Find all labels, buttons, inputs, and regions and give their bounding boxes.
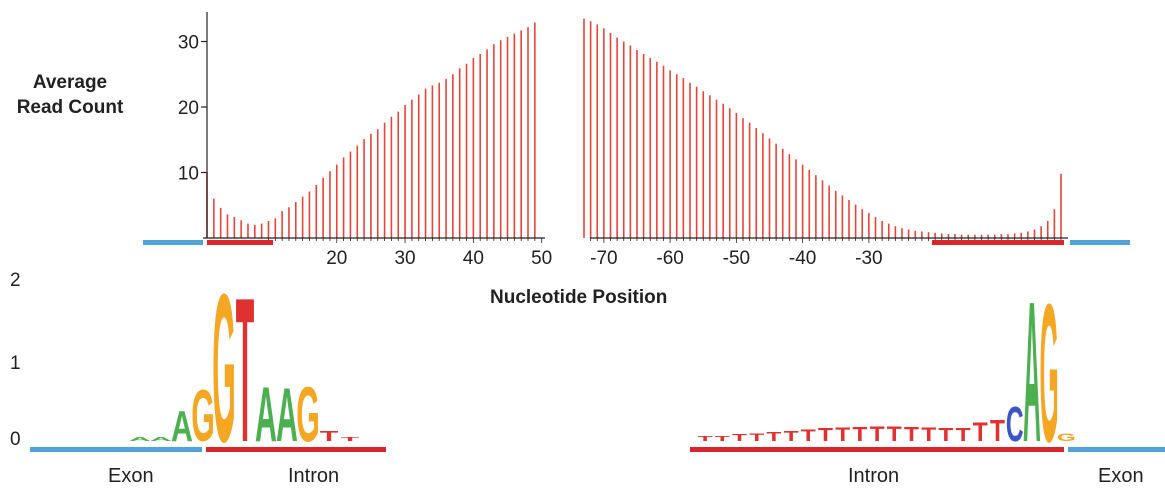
- logo-donor-letter-8: A: [276, 374, 298, 458]
- region-label-exon-left: Exon: [108, 465, 154, 487]
- logo-acceptor-letter-20: A: [1023, 261, 1041, 484]
- logo-acceptor-letter-22: G: [1057, 432, 1076, 444]
- logo-donor-letter-4: G: [191, 374, 215, 456]
- x-tick-label--40: -40: [789, 248, 816, 269]
- x-tick-label-20: 20: [326, 248, 347, 269]
- sequence-logo: A A AGG T A AG T T T T T T T T T T T T T T T T T T T T C AGG: [30, 249, 1165, 486]
- logo-exon-strip-left: [30, 447, 202, 452]
- logo-acceptor-letter-11: T: [870, 421, 885, 445]
- top-exon-strip-left: [143, 240, 203, 245]
- logo-acceptor-letter-8: T: [818, 424, 834, 445]
- logo-acceptor-letter-19: C: [1006, 398, 1024, 452]
- y-tick-label-30: 30: [178, 33, 199, 54]
- y-tick-label-20: 20: [178, 98, 199, 119]
- logo-acceptor-letter-9: T: [835, 423, 851, 445]
- logo-acceptor-letter-18: T: [990, 414, 1005, 448]
- logo-y-tick-0: 0: [10, 429, 21, 450]
- logo-acceptor-letter-13: T: [904, 422, 919, 446]
- x-tick-label-40: 40: [463, 248, 484, 269]
- logo-donor-letter-7: A: [255, 370, 277, 458]
- x-tick-label--60: -60: [656, 248, 683, 269]
- logo-acceptor-letter-15: T: [938, 424, 954, 445]
- region-label-intron-left: Intron: [288, 465, 340, 487]
- axes: 10 20 30 20 30 40 50 -70 -60 -50 -40 -30: [143, 12, 1130, 269]
- logo-acceptor-letter-7: T: [801, 427, 816, 445]
- logo-acceptor-letter-2: T: [715, 434, 730, 442]
- logo-donor-letter-1: A: [129, 436, 151, 442]
- logo-acceptor-letter-10: T: [852, 422, 867, 446]
- y-axis-title-line-1: Average: [32, 72, 108, 93]
- y-axis-title-line-2: Read Count: [16, 97, 124, 118]
- x-axis-title: Nucleotide Position: [490, 287, 668, 308]
- logo-acceptor-letter-6: T: [784, 428, 800, 444]
- y-axis-title: Average Read Count: [0, 70, 140, 120]
- x-tick-label--70: -70: [590, 248, 617, 269]
- region-label-exon-right: Exon: [1098, 465, 1144, 487]
- logo-intron-strip-left: [206, 447, 386, 452]
- logo-donor-letter-6: T: [236, 256, 255, 485]
- x-tick-label-30: 30: [394, 248, 415, 269]
- logo-donor-letter-5: G: [212, 249, 236, 486]
- logo-acceptor-letter-1: T: [698, 434, 713, 442]
- logo-donor-letter-10: T: [320, 428, 339, 445]
- region-label-intron-right: Intron: [848, 465, 900, 487]
- bar-series: [206, 18, 1062, 238]
- logo-y-tick-1: 1: [10, 353, 21, 374]
- y-tick-label-10: 10: [178, 164, 199, 185]
- top-intron-strip-left: [207, 240, 273, 245]
- logo-exon-strip-right: [1068, 447, 1165, 452]
- logo-y-tick-2: 2: [10, 270, 21, 291]
- x-tick-label-50: 50: [531, 248, 552, 269]
- logo-acceptor-letter-16: T: [956, 424, 972, 445]
- x-tick-label--50: -50: [723, 248, 750, 269]
- logo-donor-letter-3: A: [171, 402, 193, 451]
- x-tick-label--30: -30: [855, 248, 882, 269]
- logo-acceptor-letter-4: T: [749, 432, 765, 444]
- logo-acceptor-letter-14: T: [921, 423, 937, 445]
- top-intron-strip-right: [932, 240, 1064, 245]
- logo-donor-letter-11: T: [341, 436, 360, 442]
- logo-intron-strip-right: [690, 447, 1064, 452]
- logo-acceptor-letter-5: T: [766, 430, 781, 445]
- logo-donor-letter-2: A: [150, 436, 172, 442]
- logo-donor-letter-9: G: [296, 370, 320, 458]
- logo-acceptor-letter-21: G: [1040, 263, 1059, 483]
- logo-acceptor-letter-12: T: [887, 421, 902, 445]
- top-exon-strip-right: [1070, 240, 1130, 245]
- logo-acceptor-letter-3: T: [732, 432, 748, 443]
- logo-acceptor-letter-17: T: [973, 418, 988, 447]
